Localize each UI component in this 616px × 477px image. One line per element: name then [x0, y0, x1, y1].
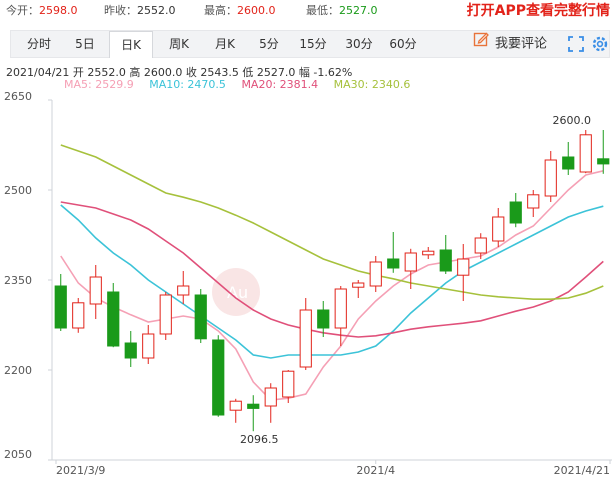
tab-5min[interactable]: 5分	[259, 37, 279, 51]
y-tick-label: 2350	[4, 274, 32, 287]
tab-60min[interactable]: 60分	[389, 37, 417, 51]
candle-down	[562, 156, 575, 170]
candle-up	[72, 302, 85, 329]
high-quote: 最高：2600.0	[204, 2, 276, 18]
settings-icon[interactable]	[591, 35, 609, 53]
candle-up	[229, 400, 242, 411]
comment-label: 我要评论	[495, 36, 548, 52]
low-quote: 最低：2527.0	[306, 2, 378, 18]
y-tick-label: 2650	[4, 90, 32, 103]
info-date: 2021/04/21	[6, 66, 70, 79]
ma-line-ma10	[60, 204, 604, 359]
open-app-link[interactable]: 打开APP查看完整行情	[466, 3, 610, 19]
candle-up	[282, 370, 295, 398]
max-price-label: 2600.0	[553, 114, 592, 127]
candle-down	[212, 339, 225, 416]
tab-15min[interactable]: 15分	[299, 37, 327, 51]
candle-up	[159, 294, 172, 335]
candle-up	[404, 252, 417, 272]
y-tick-label: 2500	[4, 184, 32, 197]
tab-weekly-k[interactable]: 周K	[169, 37, 189, 51]
y-tick-label: 2050	[4, 448, 32, 461]
period-tabbar: 分时 5日 日K 周K 月K 5分 15分 30分 60分 我要评论	[10, 30, 610, 58]
candle-info-row: 2021/04/21 开 2552.0 高 2600.0 收 2543.5 低 …	[6, 64, 352, 80]
info-low: 低 2527.0	[242, 66, 296, 79]
tab-30min[interactable]: 30分	[345, 37, 373, 51]
candle-down	[317, 309, 330, 329]
ma10-label: MA10: 2470.5	[149, 78, 226, 91]
prev-close-value: 2552.0	[137, 4, 176, 17]
candle-up	[89, 276, 102, 305]
fullscreen-icon[interactable]	[567, 35, 585, 53]
info-high: 高 2600.0	[129, 66, 183, 79]
candle-up	[334, 288, 347, 329]
candle-up	[492, 216, 505, 242]
ma-line-ma5	[60, 170, 604, 401]
high-value: 2600.0	[237, 4, 276, 17]
candle-down	[194, 294, 207, 340]
ma20-label: MA20: 2381.4	[241, 78, 319, 91]
ma5-label: MA5: 2529.9	[64, 78, 134, 91]
ma-line-ma30	[60, 144, 604, 301]
open-value: 2598.0	[39, 4, 78, 17]
candle-up	[177, 285, 190, 296]
info-close: 收 2543.5	[185, 66, 239, 79]
tab-monthly-k[interactable]: 月K	[215, 37, 235, 51]
candle-down	[247, 403, 260, 409]
candle-up	[527, 194, 540, 209]
ma30-label: MA30: 2340.6	[333, 78, 411, 91]
candle-up	[264, 387, 277, 407]
candle-up	[352, 282, 365, 288]
high-label: 最高：	[204, 4, 237, 17]
candle-up	[422, 250, 435, 256]
candle-up	[369, 261, 382, 287]
watermark-logo-circle	[212, 268, 260, 316]
x-tick-label: 2021/4	[356, 464, 395, 477]
tab-intraday[interactable]: 分时	[26, 37, 51, 51]
prev-close-quote: 昨收：2552.0	[104, 2, 176, 18]
prev-close-label: 昨收：	[104, 4, 137, 17]
candle-up	[544, 159, 557, 197]
low-value: 2527.0	[339, 4, 378, 17]
candle-down	[439, 249, 452, 272]
min-price-label: 2096.5	[240, 433, 279, 446]
info-open: 开 2552.0	[72, 66, 126, 79]
open-label: 今开：	[6, 4, 39, 17]
watermark-logo-au: Au	[227, 283, 248, 302]
y-tick-label: 2200	[4, 364, 32, 377]
open-quote: 今开：2598.0	[6, 2, 78, 18]
candle-up	[579, 134, 592, 173]
candle-down	[54, 285, 67, 329]
info-change: 幅 -1.62%	[298, 66, 353, 79]
x-tick-label: 2021/4/21	[554, 464, 610, 477]
candle-down	[387, 258, 400, 269]
ma-legend: MA5: 2529.9 MA10: 2470.5 MA20: 2381.4 MA…	[64, 78, 422, 91]
candle-up	[474, 237, 487, 254]
candle-down	[509, 201, 522, 224]
quote-bar: 今开：2598.0 昨收：2552.0 最高：2600.0 最低：2527.0 …	[0, 0, 616, 20]
pencil-icon	[473, 31, 489, 57]
low-label: 最低：	[306, 4, 339, 17]
candle-up	[299, 309, 312, 368]
x-tick-label: 2021/3/9	[56, 464, 105, 477]
comment-button[interactable]: 我要评论	[473, 31, 547, 57]
ma-line-ma20	[60, 201, 604, 338]
candle-down	[107, 291, 120, 347]
tab-5day[interactable]: 5日	[75, 37, 95, 51]
candle-down	[124, 342, 137, 359]
candle-down	[597, 158, 610, 165]
candle-up	[457, 258, 470, 276]
candle-up	[142, 333, 155, 359]
tab-daily-k[interactable]: 日K	[109, 31, 153, 58]
